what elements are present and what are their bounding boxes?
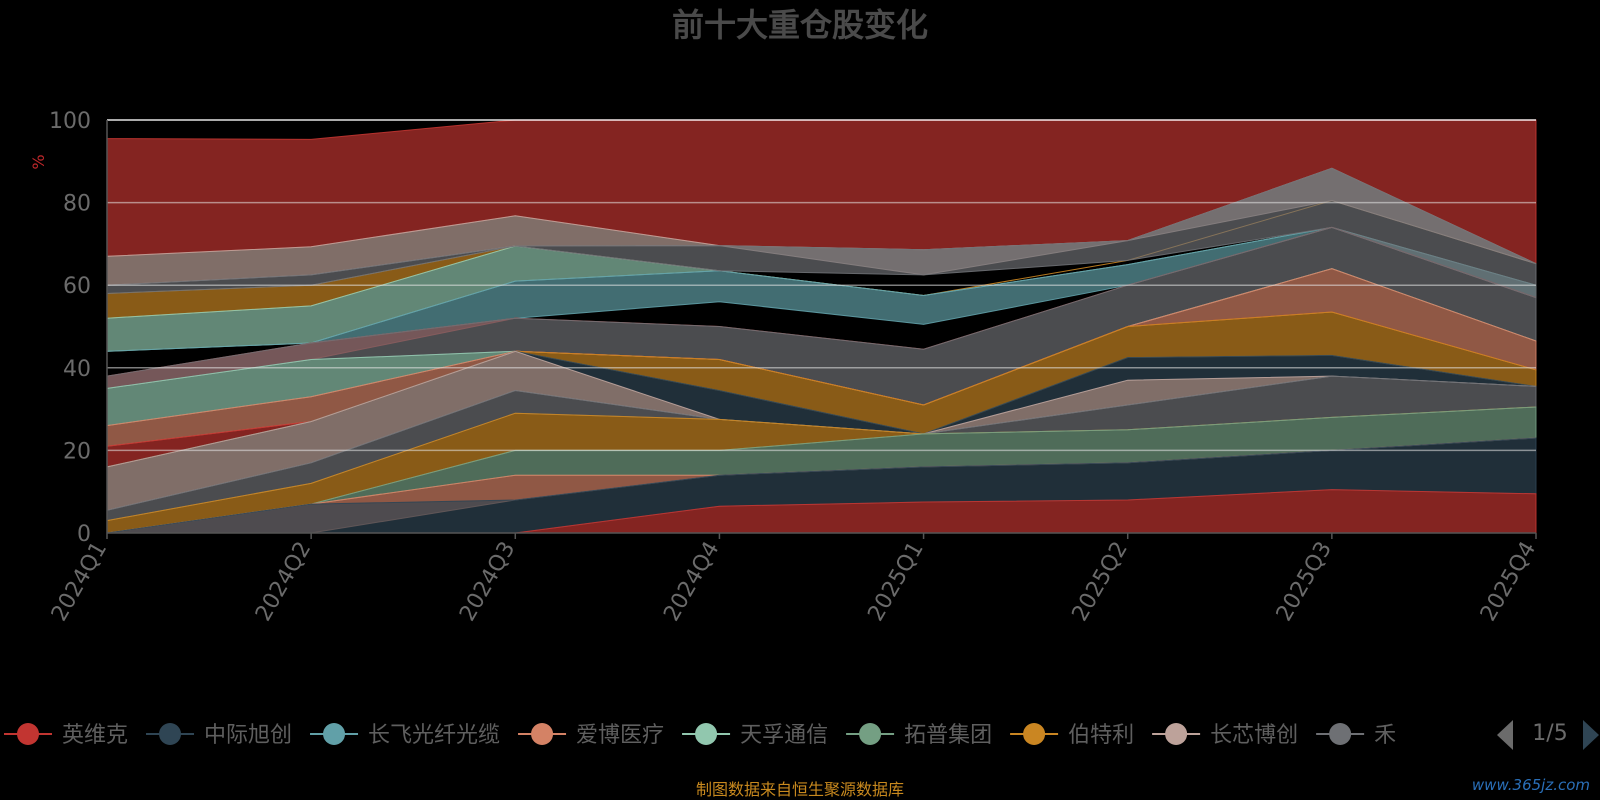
legend-label: 伯特利 xyxy=(1068,723,1134,748)
watermark: www.365jz.com xyxy=(1472,776,1590,794)
y-tick-label: 60 xyxy=(63,274,91,299)
legend-item[interactable]: 禾 xyxy=(1316,723,1396,748)
x-tick-label: 2025Q1 xyxy=(863,538,928,626)
chart-title: 前十大重仓股变化 xyxy=(672,6,928,44)
legend-marker-icon xyxy=(159,723,182,745)
legend-label: 爱博医疗 xyxy=(576,723,664,748)
x-tick-label: 2025Q2 xyxy=(1068,538,1133,626)
x-tick-label: 2024Q2 xyxy=(251,538,316,626)
y-tick-label: 40 xyxy=(63,357,91,382)
legend-marker-icon xyxy=(17,723,39,745)
legend-item[interactable]: 伯特利 xyxy=(1010,723,1134,748)
prev-page-icon[interactable] xyxy=(1497,720,1513,750)
legend-label: 长芯博创 xyxy=(1210,723,1298,748)
x-tick-label: 2024Q4 xyxy=(659,538,724,626)
legend-marker-icon xyxy=(859,723,882,745)
area-series-group xyxy=(106,119,1537,534)
legend-label: 中际旭创 xyxy=(204,723,292,748)
legend-item[interactable]: 中际旭创 xyxy=(146,723,292,748)
legend-item[interactable]: 爱博医疗 xyxy=(518,723,664,748)
legend-marker-icon xyxy=(1023,723,1046,745)
data-source-note: 制图数据来自恒生聚源数据库 xyxy=(696,780,904,799)
legend-marker-icon xyxy=(695,723,718,745)
next-page-icon[interactable] xyxy=(1583,720,1599,750)
x-tick-label: 2024Q1 xyxy=(47,538,112,626)
legend-item[interactable]: 英维克 xyxy=(4,723,128,748)
legend-item[interactable]: 长飞光纤光缆 xyxy=(310,723,500,748)
legend-page-indicator: 1/5 xyxy=(1532,721,1567,746)
y-axis-unit: % xyxy=(29,154,48,169)
legend-pager: 1/5 xyxy=(1497,720,1599,750)
x-axis-ticks: 2024Q1 2024Q2 2024Q3 2024Q4 2025Q1 2025Q2 2025… xyxy=(47,533,1541,626)
legend-label: 拓普集团 xyxy=(904,723,992,748)
legend-marker-icon xyxy=(531,723,554,745)
x-tick-label: 2024Q3 xyxy=(455,538,520,626)
legend-label: 天孚通信 xyxy=(740,723,828,748)
legend-marker-icon xyxy=(1165,723,1188,745)
legend-label: 长飞光纤光缆 xyxy=(368,723,500,748)
legend-item[interactable]: 天孚通信 xyxy=(682,723,828,748)
x-tick-label: 2025Q4 xyxy=(1476,538,1541,626)
legend-marker-icon xyxy=(1329,723,1352,745)
legend-item[interactable]: 长芯博创 xyxy=(1152,723,1298,748)
legend-label: 禾 xyxy=(1374,723,1396,748)
y-tick-label: 100 xyxy=(49,109,91,134)
y-tick-label: 80 xyxy=(63,192,91,217)
legend-item[interactable]: 拓普集团 xyxy=(846,723,992,748)
legend-label: 英维克 xyxy=(62,723,128,748)
axes xyxy=(106,120,1536,534)
y-axis-ticks: 0 20 40 60 80 100 xyxy=(49,109,91,547)
legend-marker-icon xyxy=(323,723,346,745)
gridlines xyxy=(107,119,1536,452)
x-tick-label: 2025Q3 xyxy=(1272,538,1337,626)
legend: 英维克 中际旭创 长飞光纤光缆 爱博医疗 天孚通信 拓普集团 伯特利 长芯博创 禾 xyxy=(4,723,1396,748)
y-tick-label: 20 xyxy=(63,439,91,464)
y-tick-label: 0 xyxy=(77,522,91,547)
